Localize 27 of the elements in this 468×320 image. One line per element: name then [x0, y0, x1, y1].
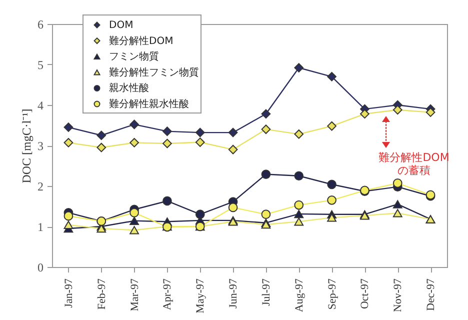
annotation: 難分解性DOM の蓄積 [378, 151, 450, 177]
y-axis-title: DOC [mgC·l⁻¹] [20, 108, 34, 184]
legend-label: 親水性酸 [109, 82, 149, 94]
x-tick-label: Aug-97 [293, 278, 306, 312]
y-tick-label: 1 [38, 220, 44, 234]
x-tick-label: Oct-97 [359, 278, 372, 310]
legend-label: フミン物質 [109, 50, 159, 63]
x-tick-label: May-97 [194, 278, 207, 314]
legend-label: 難分解性親水性酸 [109, 98, 189, 110]
x-tick-label: Jul-97 [260, 278, 272, 306]
x-tick-label: Dec-97 [425, 278, 438, 311]
legend-label: 難分解性DOM [109, 34, 174, 47]
y-tick-label: 6 [38, 18, 44, 32]
x-tick-label: Feb-97 [96, 278, 108, 310]
y-tick-label: 3 [38, 139, 44, 153]
y-tick-label: 5 [38, 58, 44, 72]
y-tick-label: 2 [38, 180, 44, 194]
y-tick-label: 0 [38, 260, 44, 274]
legend-label: DOM [109, 20, 134, 31]
x-tick-label: Apr-97 [162, 278, 174, 310]
legend-label: 難分解性フミン物質 [109, 66, 199, 78]
x-tick-label: Sep-97 [326, 278, 338, 310]
x-tick-label: Mar-97 [128, 278, 141, 312]
y-tick-label: 4 [38, 98, 44, 112]
x-tick-label: Jun-97 [228, 278, 240, 308]
x-tick-label: Nov-97 [392, 278, 404, 312]
x-tick-label: Jan-97 [62, 278, 75, 308]
